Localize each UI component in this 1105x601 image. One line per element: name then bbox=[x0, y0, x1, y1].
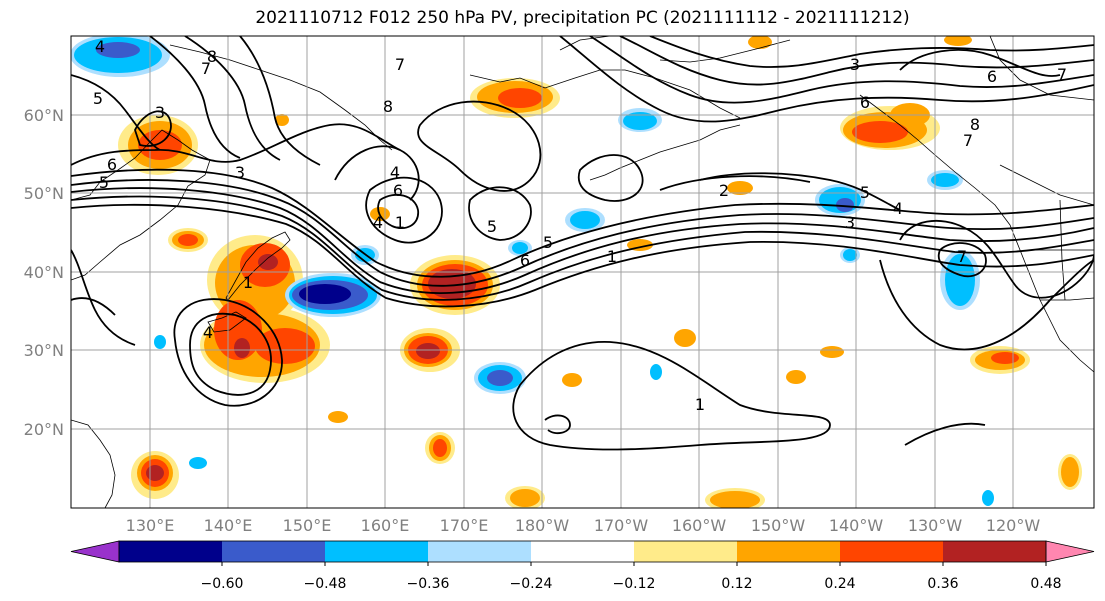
contour-label: 4 bbox=[373, 213, 383, 232]
lon-label: 140°W bbox=[829, 516, 884, 535]
contour-label: 8 bbox=[970, 115, 980, 134]
contour-label: 7 bbox=[957, 247, 967, 266]
contour-label: 7 bbox=[1057, 65, 1067, 84]
contour-label: 8 bbox=[207, 47, 217, 66]
contour-label: 6 bbox=[987, 67, 997, 86]
contour-label: 7 bbox=[963, 131, 973, 150]
contour-label: 6 bbox=[107, 155, 117, 174]
colorbar-arrow-low bbox=[70, 540, 120, 563]
lon-label: 160°E bbox=[361, 516, 410, 535]
lon-label: 120°W bbox=[986, 516, 1041, 535]
lon-label: 160°W bbox=[672, 516, 727, 535]
lat-label: 40°N bbox=[24, 263, 64, 282]
lon-label: 150°E bbox=[283, 516, 332, 535]
colorbar-tick-labels: −0.60 −0.48 −0.36 −0.24 −0.12 0.12 0.24 0.36 0.4… bbox=[201, 562, 1062, 592]
contour-label: 4 bbox=[95, 37, 105, 56]
colorbar-tick-label: 0.36 bbox=[927, 576, 958, 592]
lat-label: 50°N bbox=[24, 184, 64, 203]
pv-contours bbox=[71, 36, 1094, 451]
contour-label: 7 bbox=[395, 55, 405, 74]
contour-label: 3 bbox=[155, 103, 165, 122]
contour-label: 4 bbox=[893, 199, 903, 218]
colorbar-tick-label: 0.24 bbox=[824, 576, 855, 592]
lat-label: 20°N bbox=[24, 420, 64, 439]
contour-label: 7 bbox=[201, 59, 211, 78]
contour-label: 1 bbox=[695, 395, 705, 414]
colorbar-segment bbox=[119, 541, 223, 562]
contour-label: 3 bbox=[845, 213, 855, 232]
contour-label: 1 bbox=[607, 247, 617, 266]
coastlines bbox=[71, 36, 1094, 508]
colorbar-segment bbox=[428, 541, 532, 562]
lat-label: 30°N bbox=[24, 341, 64, 360]
contour-label: 6 bbox=[393, 181, 403, 200]
contour-label: 8 bbox=[383, 97, 393, 116]
contour-label: 3 bbox=[850, 55, 860, 74]
colorbar-segment bbox=[222, 541, 326, 562]
colorbar-segment bbox=[737, 541, 841, 562]
graticule bbox=[71, 36, 1094, 508]
contour-label: 5 bbox=[487, 217, 497, 236]
precip-shading bbox=[71, 36, 1082, 508]
colorbar-tick-label: −0.48 bbox=[304, 576, 347, 592]
latitude-labels: 60°N 50°N 40°N 30°N 20°N bbox=[24, 106, 64, 439]
lat-label: 60°N bbox=[24, 106, 64, 125]
colorbar-segment bbox=[325, 541, 429, 562]
contour-label: 2 bbox=[719, 181, 729, 200]
contour-label: 6 bbox=[520, 251, 530, 270]
lon-label: 140°E bbox=[204, 516, 253, 535]
contour-label: 4 bbox=[203, 323, 213, 342]
contour-label: 1 bbox=[395, 213, 405, 232]
colorbar-tick-label: 0.12 bbox=[721, 576, 752, 592]
colorbar-tick-label: 0.48 bbox=[1030, 576, 1061, 592]
lon-label: 170°W bbox=[594, 516, 649, 535]
contour-label: 5 bbox=[99, 173, 109, 192]
colorbar-tick-label: −0.24 bbox=[510, 576, 553, 592]
colorbar-tick-label: −0.36 bbox=[407, 576, 450, 592]
colorbar-segment bbox=[943, 541, 1047, 562]
colorbar-segment bbox=[634, 541, 738, 562]
contour-label: 4 bbox=[390, 163, 400, 182]
lon-label: 180°W bbox=[515, 516, 570, 535]
longitude-labels: 130°E 140°E 150°E 160°E 170°E 180°W 170°W 160°W… bbox=[126, 516, 1041, 535]
lon-label: 130°E bbox=[126, 516, 175, 535]
colorbar-tick-label: −0.12 bbox=[613, 576, 656, 592]
colorbar-segment bbox=[531, 541, 635, 562]
map-title: 2021110712 F012 250 hPa PV, precipitatio… bbox=[255, 8, 910, 28]
contour-label: 5 bbox=[93, 89, 103, 108]
colorbar-arrow-high bbox=[1045, 540, 1095, 563]
lon-label: 150°W bbox=[751, 516, 806, 535]
contour-label: 5 bbox=[860, 183, 870, 202]
contour-label: 3 bbox=[235, 163, 245, 182]
colorbar-tick-label: −0.60 bbox=[201, 576, 244, 592]
lon-label: 130°W bbox=[908, 516, 963, 535]
colorbar bbox=[70, 540, 1095, 563]
colorbar-segment bbox=[840, 541, 944, 562]
contour-label: 6 bbox=[860, 93, 870, 112]
contour-label: 1 bbox=[243, 273, 253, 292]
lon-label: 170°E bbox=[440, 516, 489, 535]
plot-frame bbox=[70, 35, 1095, 509]
contour-label: 5 bbox=[543, 233, 553, 252]
